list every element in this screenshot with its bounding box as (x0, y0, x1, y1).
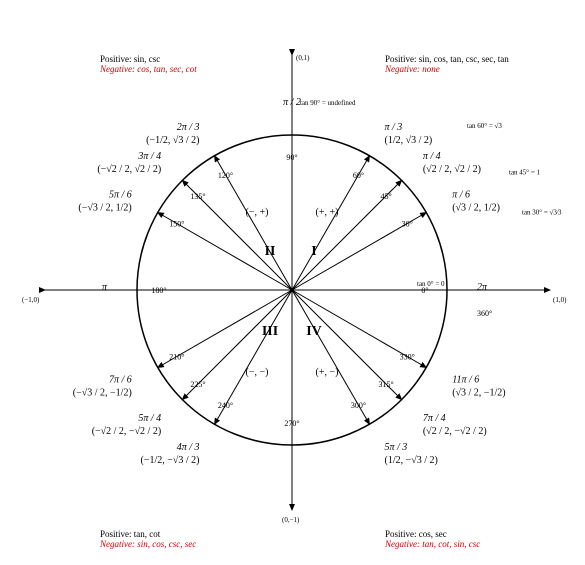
svg-text:300°: 300° (351, 401, 366, 410)
svg-text:60°: 60° (353, 171, 364, 180)
svg-text:(−√3 / 2, −1/2): (−√3 / 2, −1/2) (73, 388, 132, 399)
svg-text:90°: 90° (286, 153, 297, 162)
svg-text:π / 2: π / 2 (283, 97, 301, 108)
svg-text:2π / 3: 2π / 3 (177, 122, 200, 133)
svg-text:(√2 / 2, √2 / 2): (√2 / 2, √2 / 2) (423, 164, 481, 175)
svg-text:150°: 150° (169, 220, 184, 229)
svg-text:2π: 2π (477, 282, 488, 293)
svg-text:(−, −): (−, −) (246, 367, 269, 378)
svg-text:(√3 / 2, −1/2): (√3 / 2, −1/2) (452, 388, 505, 399)
svg-text:(1/2, −√3 / 2): (1/2, −√3 / 2) (385, 455, 438, 466)
svg-text:tan 0° = 0: tan 0° = 0 (417, 280, 445, 288)
svg-text:tan 90° = undefined: tan 90° = undefined (300, 99, 356, 107)
svg-text:120°: 120° (218, 171, 233, 180)
svg-text:(−√2 / 2, −√2 / 2): (−√2 / 2, −√2 / 2) (92, 426, 161, 437)
svg-text:135°: 135° (190, 192, 205, 201)
svg-text:7π / 4: 7π / 4 (423, 413, 446, 424)
svg-text:(1/2, √3 / 2): (1/2, √3 / 2) (385, 135, 433, 146)
svg-text:tan 45° = 1: tan 45° = 1 (509, 168, 541, 176)
svg-text:30°: 30° (402, 220, 413, 229)
svg-text:315°: 315° (378, 380, 393, 389)
svg-text:(−, +): (−, +) (246, 207, 269, 218)
svg-text:330°: 330° (400, 353, 415, 362)
svg-text:(√3 / 2, 1/2): (√3 / 2, 1/2) (452, 203, 500, 214)
svg-text:180°: 180° (151, 286, 166, 295)
svg-text:7π / 6: 7π / 6 (109, 375, 132, 386)
svg-text:4π / 3: 4π / 3 (177, 442, 200, 453)
svg-text:5π / 4: 5π / 4 (138, 413, 161, 424)
svg-text:(−√2 / 2, √2 / 2): (−√2 / 2, √2 / 2) (97, 164, 161, 175)
svg-text:I: I (311, 244, 316, 259)
svg-text:45°: 45° (380, 192, 391, 201)
svg-text:210°: 210° (169, 353, 184, 362)
svg-text:(+, −): (+, −) (316, 367, 339, 378)
svg-text:IV: IV (306, 324, 322, 339)
svg-text:π / 4: π / 4 (423, 151, 441, 162)
svg-text:(1,0): (1,0) (553, 296, 567, 304)
unit-circle-diagram: (0,1)(0,−1)(−1,0)(1,0)0°2π360°30°π / 6(√… (0, 0, 585, 565)
svg-text:II: II (265, 244, 276, 259)
svg-text:(0,−1): (0,−1) (282, 516, 300, 524)
svg-text:(−1/2, −√3 / 2): (−1/2, −√3 / 2) (141, 455, 200, 466)
svg-text:(+, +): (+, +) (316, 207, 339, 218)
svg-text:tan 30° = √3⁄3: tan 30° = √3⁄3 (522, 209, 562, 217)
svg-text:π / 3: π / 3 (385, 122, 403, 133)
svg-text:3π / 4: 3π / 4 (137, 151, 161, 162)
svg-text:225°: 225° (190, 380, 205, 389)
svg-text:360°: 360° (477, 309, 492, 318)
svg-text:(−√3 / 2, 1/2): (−√3 / 2, 1/2) (78, 203, 131, 214)
svg-text:(0,1): (0,1) (296, 54, 310, 62)
svg-text:270°: 270° (284, 419, 299, 428)
svg-text:π: π (102, 282, 108, 293)
svg-text:III: III (262, 324, 278, 339)
svg-text:π / 6: π / 6 (452, 190, 470, 201)
svg-text:5π / 6: 5π / 6 (109, 190, 132, 201)
svg-text:11π / 6: 11π / 6 (452, 375, 479, 386)
svg-text:240°: 240° (218, 401, 233, 410)
svg-text:tan 60° = √3: tan 60° = √3 (467, 122, 502, 130)
svg-text:5π / 3: 5π / 3 (385, 442, 408, 453)
svg-text:(−1/2, √3 / 2): (−1/2, √3 / 2) (146, 135, 199, 146)
svg-text:(−1,0): (−1,0) (22, 296, 40, 304)
svg-text:(√2 / 2, −√2 / 2): (√2 / 2, −√2 / 2) (423, 426, 487, 437)
